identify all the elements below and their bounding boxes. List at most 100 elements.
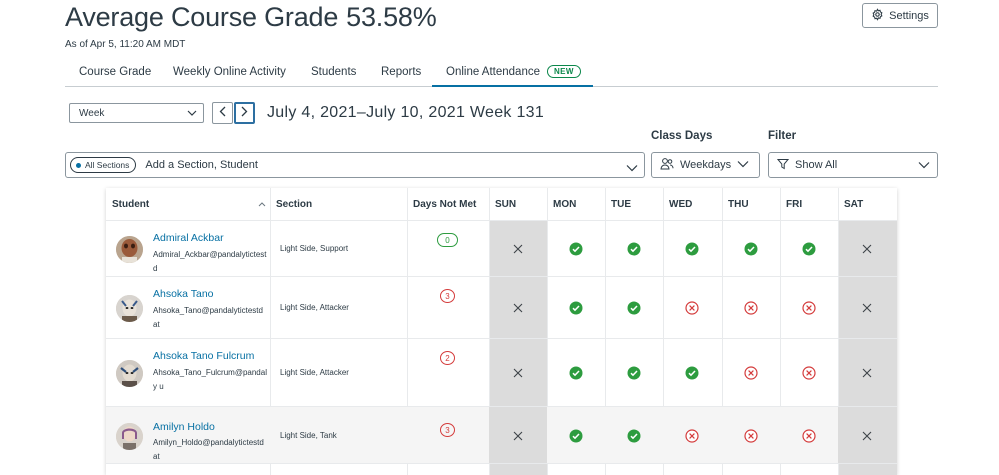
all-sections-pill[interactable]: All Sections xyxy=(70,157,137,173)
header-label: TUE xyxy=(611,198,631,210)
header-label: MON xyxy=(553,198,577,210)
page-title: Average Course Grade 53.58% xyxy=(65,2,437,33)
date-range: July 4, 2021–July 10, 2021 Week 131 xyxy=(267,104,545,121)
student-name-link[interactable]: Ahsoka Tano xyxy=(153,288,214,300)
mon-column-header: MON xyxy=(553,188,576,220)
attendance-met-icon xyxy=(627,429,641,443)
tab-label: Weekly Online Activity xyxy=(173,66,286,78)
attendance-met-icon xyxy=(569,429,583,443)
header-label: FRI xyxy=(786,198,803,210)
table-row: Ahsoka Tano Ahsoka_Tano@pandalytictestdat… xyxy=(106,276,897,338)
no-class-x-icon xyxy=(511,301,525,315)
tab-course-grade[interactable]: Course Grade xyxy=(65,58,165,86)
thu-column-header: THU xyxy=(728,188,749,220)
attendance-met-icon xyxy=(627,301,641,315)
student-section: Light Side, Attacker xyxy=(280,303,349,312)
avatar xyxy=(116,422,143,450)
filter-label: Filter xyxy=(768,130,797,142)
header-label: SUN xyxy=(495,198,517,210)
filter-select[interactable]: Show All xyxy=(768,152,938,178)
class-days-value: Weekdays xyxy=(680,159,732,171)
attendance-met-icon xyxy=(627,242,641,256)
days-not-met-badge: 3 xyxy=(440,289,455,303)
student-name-link[interactable]: Ahsoka Tano Fulcrum xyxy=(153,350,255,362)
period-select-value: Week xyxy=(79,107,105,119)
student-name-link[interactable]: Admiral Ackbar xyxy=(153,232,224,244)
page-title-label: Average Course Grade xyxy=(65,2,339,32)
settings-button[interactable]: Settings xyxy=(862,3,938,28)
column-divider xyxy=(722,188,723,475)
new-badge: NEW xyxy=(547,65,581,78)
student-name-link[interactable]: Amilyn Holdo xyxy=(153,421,215,433)
attendance-not-met-icon xyxy=(802,301,816,315)
avatar xyxy=(116,236,143,263)
no-class-x-icon xyxy=(860,242,874,256)
tab-online-attendance[interactable]: Online Attendance NEW xyxy=(432,58,593,87)
tab-reports[interactable]: Reports xyxy=(367,58,435,86)
attendance-table: Student Section Days Not Met SUN MON TUE… xyxy=(106,188,897,475)
section-column-header[interactable]: Section xyxy=(276,188,312,220)
column-divider xyxy=(663,188,664,475)
student-email: Admiral_Ackbar@pandalytictestd xyxy=(153,250,267,273)
tab-label: Reports xyxy=(381,66,422,78)
filter-value: Show All xyxy=(795,159,838,171)
days-not-met-column-header[interactable]: Days Not Met xyxy=(413,188,476,220)
attendance-met-icon xyxy=(685,366,699,380)
attendance-not-met-icon xyxy=(685,428,699,443)
attendance-met-icon xyxy=(802,242,816,256)
student-email: Ahsoka_Tano@pandalytictestdat xyxy=(153,306,263,329)
chevron-down-icon xyxy=(737,159,749,171)
average-grade-value: 53.58% xyxy=(346,2,437,32)
student-email: Ahsoka_Tano_Fulcrum@pandaly u xyxy=(153,368,267,391)
gear-icon xyxy=(871,7,884,24)
avatar xyxy=(116,295,143,322)
chevron-down-icon[interactable] xyxy=(626,159,638,177)
attendance-met-icon xyxy=(569,242,583,256)
no-class-x-icon xyxy=(511,429,525,443)
next-week-button[interactable] xyxy=(234,102,255,124)
sort-ascending-icon[interactable] xyxy=(258,188,266,220)
previous-week-button[interactable] xyxy=(212,102,233,124)
chevron-down-icon xyxy=(918,160,930,172)
column-divider xyxy=(270,188,271,475)
student-email: Amilyn_Holdo@pandalytictestdat xyxy=(153,438,264,461)
tab-bar: Course Grade Weekly Online Activity Stud… xyxy=(65,58,938,87)
table-row xyxy=(106,463,897,475)
column-divider xyxy=(605,188,606,475)
no-class-x-icon xyxy=(860,366,874,380)
sun-column-header: SUN xyxy=(495,188,516,220)
attendance-met-icon xyxy=(569,366,583,380)
column-divider xyxy=(407,188,408,475)
dot-icon xyxy=(76,162,81,168)
column-divider xyxy=(838,188,839,475)
tab-label: Course Grade xyxy=(79,66,152,78)
tab-weekly-online-activity[interactable]: Weekly Online Activity xyxy=(159,58,300,86)
attendance-met-icon xyxy=(627,366,641,380)
period-select[interactable]: Week xyxy=(69,103,204,123)
table-row: Amilyn Holdo Amilyn_Holdo@pandalytictestd… xyxy=(106,406,897,463)
tab-label: Students xyxy=(311,66,357,78)
student-section: Light Side, Attacker xyxy=(280,368,349,377)
table-row: Admiral Ackbar Admiral_Ackbar@pandalytict… xyxy=(106,220,897,276)
attendance-not-met-icon xyxy=(744,366,758,380)
chevron-down-icon xyxy=(187,108,197,119)
tue-column-header: TUE xyxy=(611,188,631,220)
header-label: THU xyxy=(728,198,749,210)
days-not-met-badge: 2 xyxy=(440,351,455,365)
all-sections-pill-label: All Sections xyxy=(85,160,130,170)
student-section: Light Side, Tank xyxy=(280,430,337,440)
wed-column-header: WED xyxy=(669,188,692,220)
student-section: Light Side, Support xyxy=(280,244,349,253)
fri-column-header: FRI xyxy=(786,188,802,220)
attendance-met-icon xyxy=(685,242,699,256)
column-divider xyxy=(780,188,781,475)
chevron-left-icon xyxy=(219,104,226,122)
chevron-right-icon xyxy=(241,104,248,122)
as-of-timestamp: As of Apr 5, 11:20 AM MDT xyxy=(65,39,186,50)
class-days-select[interactable]: Weekdays xyxy=(651,152,760,178)
attendance-not-met-icon xyxy=(744,301,758,315)
student-column-header[interactable]: Student xyxy=(112,188,149,220)
tab-students[interactable]: Students xyxy=(297,58,370,86)
section-student-search[interactable]: All Sections Add a Section, Student xyxy=(65,152,645,178)
attendance-not-met-icon xyxy=(744,428,758,443)
